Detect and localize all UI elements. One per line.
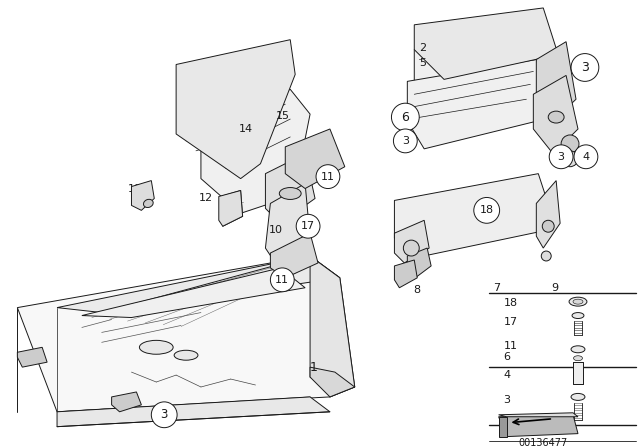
Text: 4: 4 [582, 152, 589, 162]
Polygon shape [573, 362, 583, 384]
Polygon shape [310, 256, 355, 397]
Polygon shape [285, 129, 345, 189]
Polygon shape [499, 415, 578, 437]
Text: 7: 7 [493, 283, 500, 293]
Circle shape [571, 54, 599, 82]
Text: 3: 3 [504, 395, 511, 405]
Polygon shape [499, 413, 578, 417]
Circle shape [316, 165, 340, 189]
Circle shape [403, 240, 419, 256]
Text: 6: 6 [504, 352, 511, 362]
Text: 14: 14 [239, 124, 253, 134]
Ellipse shape [571, 393, 585, 401]
Text: 1: 1 [310, 361, 318, 374]
Polygon shape [266, 184, 310, 263]
Text: 6: 6 [401, 111, 409, 124]
Text: 3: 3 [581, 61, 589, 74]
Circle shape [474, 198, 500, 223]
Ellipse shape [143, 199, 153, 207]
Polygon shape [17, 256, 330, 412]
Polygon shape [82, 268, 305, 318]
Ellipse shape [548, 111, 564, 123]
Ellipse shape [573, 299, 583, 304]
Circle shape [549, 145, 573, 169]
Polygon shape [310, 367, 355, 397]
Circle shape [296, 214, 320, 238]
Text: 5: 5 [419, 57, 426, 68]
Ellipse shape [174, 350, 198, 360]
Ellipse shape [140, 340, 173, 354]
Polygon shape [536, 181, 560, 248]
Polygon shape [111, 392, 141, 412]
Polygon shape [499, 417, 506, 437]
Text: 9: 9 [552, 283, 559, 293]
Polygon shape [201, 89, 310, 213]
Circle shape [270, 268, 294, 292]
Text: 10: 10 [269, 225, 284, 235]
Polygon shape [536, 42, 576, 121]
Text: 00136477: 00136477 [518, 438, 568, 448]
Ellipse shape [571, 346, 585, 353]
Ellipse shape [279, 188, 301, 199]
Circle shape [562, 151, 578, 167]
Polygon shape [394, 260, 417, 288]
Text: 16: 16 [328, 162, 342, 172]
Text: 11: 11 [504, 341, 518, 351]
Circle shape [392, 103, 419, 131]
Polygon shape [533, 75, 578, 154]
Text: 18: 18 [479, 205, 494, 215]
Circle shape [542, 220, 554, 232]
Polygon shape [57, 397, 330, 426]
Polygon shape [394, 220, 429, 263]
Polygon shape [310, 256, 355, 387]
Text: 8: 8 [413, 285, 421, 295]
Polygon shape [57, 256, 340, 313]
Circle shape [151, 402, 177, 428]
Polygon shape [176, 40, 295, 179]
Text: 3: 3 [161, 408, 168, 421]
Text: 11: 11 [275, 275, 289, 285]
Circle shape [541, 251, 551, 261]
Polygon shape [414, 25, 563, 111]
Circle shape [394, 129, 417, 153]
Polygon shape [131, 181, 154, 211]
Text: 18: 18 [127, 184, 141, 194]
Polygon shape [414, 8, 558, 79]
Polygon shape [219, 190, 243, 226]
Polygon shape [17, 347, 47, 367]
Polygon shape [266, 154, 315, 223]
Polygon shape [394, 174, 556, 258]
Text: 3: 3 [402, 136, 409, 146]
Text: 2: 2 [419, 43, 426, 52]
Polygon shape [270, 233, 318, 278]
Circle shape [574, 145, 598, 169]
Text: 12: 12 [198, 194, 213, 203]
Circle shape [561, 135, 579, 153]
Text: 11: 11 [321, 172, 335, 181]
Ellipse shape [573, 356, 582, 361]
Text: 17: 17 [301, 221, 315, 231]
Text: 4: 4 [504, 370, 511, 380]
Text: 15: 15 [275, 111, 289, 121]
Polygon shape [407, 248, 431, 278]
Text: 18: 18 [504, 297, 518, 308]
Ellipse shape [569, 297, 587, 306]
Polygon shape [407, 60, 553, 149]
Text: 17: 17 [504, 318, 518, 327]
Ellipse shape [572, 313, 584, 319]
Text: 3: 3 [557, 152, 564, 162]
